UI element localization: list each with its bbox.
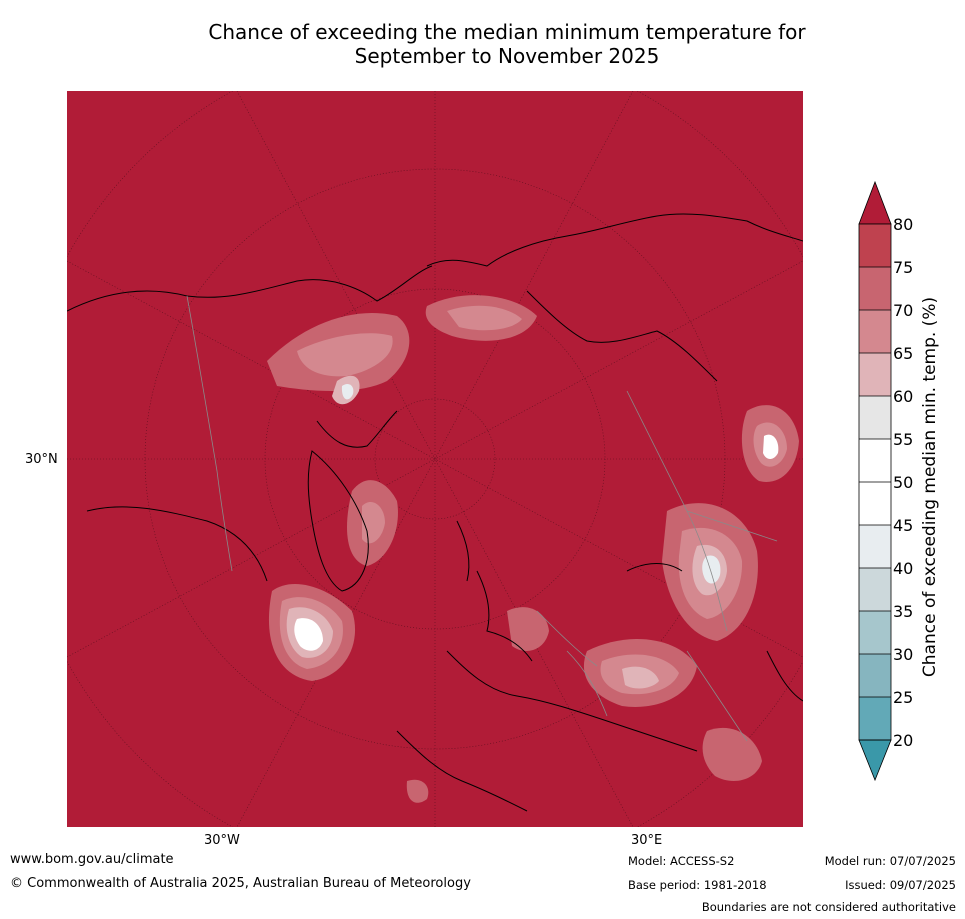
base-period-text: Base period: 1981-2018 — [628, 878, 767, 892]
colorbar-tick-35: 35 — [893, 602, 914, 621]
title-line-2: September to November 2025 — [354, 44, 660, 68]
colorbar-band-55-60 — [859, 396, 891, 439]
colorbar-band-30-35 — [859, 611, 891, 654]
colorbar-tick-45: 45 — [893, 516, 914, 535]
colorbar-band-65-70 — [859, 310, 891, 353]
colorbar-band-20-25 — [859, 697, 891, 740]
colorbar — [858, 180, 892, 782]
colorbar-lower-extension — [858, 739, 892, 782]
model-text: Model: ACCESS-S2 — [628, 854, 735, 868]
disclaimer-text: Boundaries are not considered authoritat… — [701, 900, 956, 914]
colorbar-tick-25: 25 — [893, 688, 914, 707]
colorbar-title: Chance of exceeding median min. temp. (%… — [920, 296, 940, 678]
title-line-1: Chance of exceeding the median minimum t… — [208, 20, 806, 44]
issued-text: Issued: 09/07/2025 — [845, 878, 956, 892]
colorbar-band-70-75 — [859, 267, 891, 310]
colorbar-tick-40: 40 — [893, 559, 914, 578]
graticule — [67, 91, 803, 827]
colorbar-band-35-40 — [859, 568, 891, 611]
colorbar-band-25-30 — [859, 654, 891, 697]
colorbar-upper-extension — [858, 180, 892, 225]
colorbar-band-45-50 — [859, 482, 891, 525]
colorbar-tick-55: 55 — [893, 430, 914, 449]
lon-label-30e: 30°E — [631, 833, 663, 848]
colorbar-tick-20: 20 — [893, 731, 914, 750]
colorbar-tick-60: 60 — [893, 387, 914, 406]
colorbar-band-50-55 — [859, 439, 891, 482]
website-link[interactable]: www.bom.gov.au/climate — [10, 852, 174, 867]
colorbar-tick-50: 50 — [893, 473, 914, 492]
chart-title: Chance of exceeding the median minimum t… — [0, 20, 965, 68]
copyright-text: © Commonwealth of Australia 2025, Austra… — [10, 876, 471, 891]
borders — [186, 295, 778, 742]
model-run-text: Model run: 07/07/2025 — [824, 854, 956, 868]
coastlines — [67, 213, 803, 812]
colorbar-tick-30: 30 — [893, 645, 914, 664]
map-canvas — [67, 91, 803, 827]
colorbar-band-75-80 — [859, 224, 891, 267]
colorbar-tick-80: 80 — [893, 215, 914, 234]
probability-map — [67, 91, 803, 827]
colorbar-tick-70: 70 — [893, 301, 914, 320]
colorbar-band-40-45 — [859, 525, 891, 568]
colorbar-tick-75: 75 — [893, 258, 914, 277]
colorbar-tick-65: 65 — [893, 344, 914, 363]
colorbar-band-60-65 — [859, 353, 891, 396]
lat-label-30n: 30°N — [25, 452, 58, 467]
lon-label-30w: 30°W — [204, 833, 240, 848]
probability-patches — [267, 295, 799, 803]
